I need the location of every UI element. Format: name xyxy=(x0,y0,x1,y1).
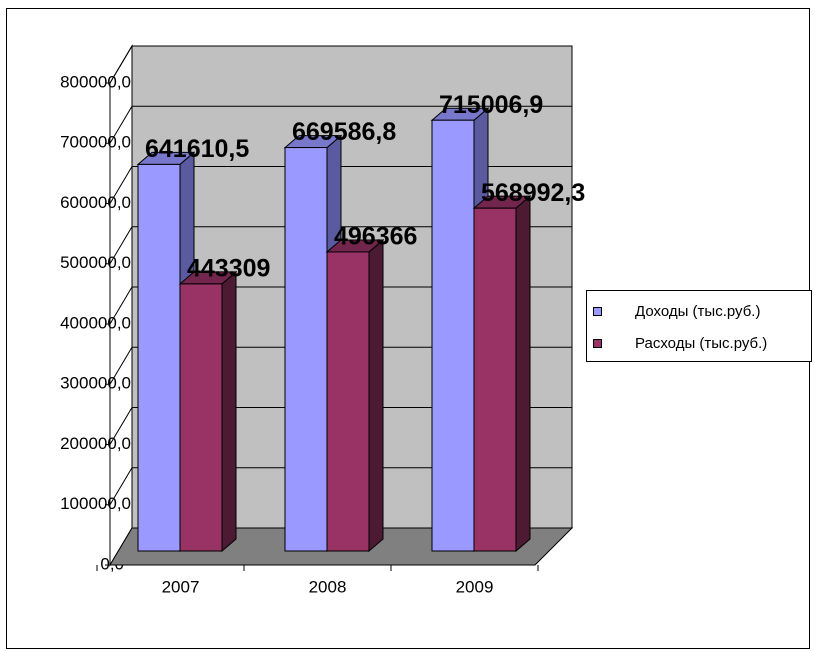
legend-label: Расходы (тыс.руб.) xyxy=(635,335,767,352)
legend-swatch xyxy=(593,339,602,348)
grid-line xyxy=(109,105,133,144)
y-tick-label: 400000,0 xyxy=(60,313,131,332)
y-tick-label: 500000,0 xyxy=(60,253,131,272)
grid-line xyxy=(109,226,133,265)
legend-swatch xyxy=(593,307,602,316)
y-tick-label: 100000,0 xyxy=(60,494,131,513)
bar xyxy=(179,283,223,552)
bar xyxy=(431,119,475,552)
bar-side xyxy=(515,195,531,553)
bar-side xyxy=(221,270,237,553)
legend-box xyxy=(586,290,812,362)
grid-line xyxy=(109,286,133,325)
x-tick-label: 2009 xyxy=(456,577,494,596)
grid-line xyxy=(109,346,133,385)
data-label: 641610,5 xyxy=(145,135,249,163)
y-tick-label: 300000,0 xyxy=(60,374,131,393)
legend-label: Доходы (тыс.руб.) xyxy=(635,303,760,320)
y-tick-label: 800000,0 xyxy=(60,72,131,91)
x-tick-label: 2008 xyxy=(309,577,347,596)
grid-line xyxy=(109,467,133,506)
data-label: 568992,3 xyxy=(481,179,585,207)
bar xyxy=(284,147,328,552)
bar xyxy=(326,251,370,552)
data-label: 715006,9 xyxy=(439,91,543,119)
data-label: 443309 xyxy=(187,255,270,283)
y-tick-label: 700000,0 xyxy=(60,133,131,152)
y-tick-label: 600000,0 xyxy=(60,193,131,212)
bar xyxy=(473,207,517,552)
data-label: 669586,8 xyxy=(292,118,396,146)
x-tick-label: 2007 xyxy=(162,577,200,596)
bar xyxy=(137,163,181,552)
grid-line xyxy=(109,45,133,84)
legend: Доходы (тыс.руб.) Расходы (тыс.руб.) xyxy=(586,290,812,362)
bar-side xyxy=(368,238,384,553)
y-tick-label: 200000,0 xyxy=(60,434,131,453)
grid-line xyxy=(109,407,133,445)
grid-line xyxy=(109,166,133,204)
data-label: 496366 xyxy=(334,223,417,251)
